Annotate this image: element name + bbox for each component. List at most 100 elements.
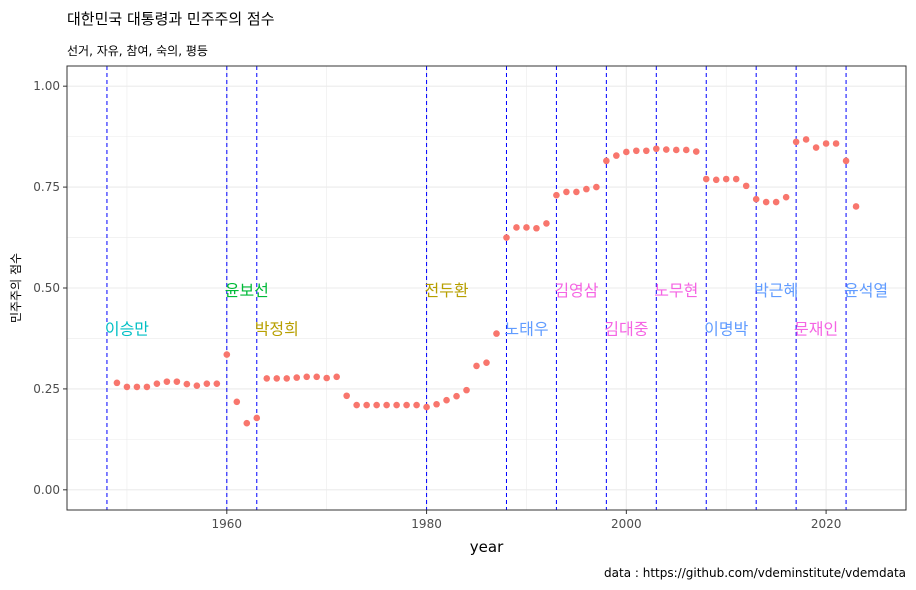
data-point bbox=[163, 378, 171, 385]
president-label: 이승만 bbox=[105, 319, 149, 338]
x-tick-label: 2000 bbox=[611, 517, 642, 531]
y-axis-label: 민주주의 점수 bbox=[9, 253, 23, 323]
data-point bbox=[193, 382, 201, 389]
data-point bbox=[283, 375, 291, 382]
data-point bbox=[333, 373, 340, 381]
data-point bbox=[832, 140, 840, 147]
data-point bbox=[403, 401, 410, 409]
data-point bbox=[113, 379, 121, 387]
data-point bbox=[353, 401, 360, 409]
president-label: 박근혜 bbox=[754, 281, 798, 300]
data-point bbox=[293, 374, 301, 381]
data-point bbox=[772, 198, 780, 206]
y-tick-label: 0.50 bbox=[33, 281, 60, 295]
data-point bbox=[603, 157, 610, 165]
data-point bbox=[682, 146, 690, 154]
data-point bbox=[712, 176, 720, 184]
data-point bbox=[652, 145, 660, 153]
data-point bbox=[672, 146, 680, 154]
data-point bbox=[423, 403, 430, 411]
president-label: 윤석열 bbox=[844, 281, 888, 300]
data-point bbox=[702, 175, 710, 183]
data-point bbox=[503, 234, 510, 241]
y-tick-label: 1.00 bbox=[33, 79, 60, 93]
data-point bbox=[433, 400, 440, 408]
data-point bbox=[662, 146, 670, 153]
data-point bbox=[523, 224, 530, 231]
data-point bbox=[742, 182, 750, 190]
data-point bbox=[203, 380, 211, 387]
x-axis-label: year bbox=[470, 538, 504, 556]
y-tick-label: 0.75 bbox=[33, 180, 60, 194]
data-point bbox=[253, 414, 261, 422]
data-point bbox=[722, 175, 730, 183]
data-point bbox=[583, 185, 590, 193]
data-point bbox=[613, 152, 620, 159]
president-label: 윤보선 bbox=[225, 281, 269, 300]
data-point bbox=[303, 373, 311, 381]
president-label: 전두환 bbox=[424, 281, 468, 300]
data-point bbox=[692, 148, 700, 155]
y-tick-label: 0.00 bbox=[33, 483, 60, 497]
president-label: 노무현 bbox=[654, 281, 698, 300]
president-label: 이명박 bbox=[704, 319, 748, 338]
data-point bbox=[453, 392, 460, 400]
data-point bbox=[842, 157, 850, 165]
data-point bbox=[233, 398, 241, 406]
data-point bbox=[153, 380, 161, 387]
data-point bbox=[513, 224, 520, 231]
data-point bbox=[822, 140, 830, 147]
president-label: 김대중 bbox=[604, 319, 648, 338]
data-point bbox=[633, 147, 640, 155]
data-point bbox=[173, 378, 181, 385]
data-point bbox=[183, 380, 191, 388]
data-point bbox=[373, 401, 380, 409]
data-point bbox=[443, 396, 450, 404]
data-point bbox=[732, 175, 740, 183]
data-source-caption: data : https://github.com/vdeminstitute/… bbox=[604, 566, 906, 580]
data-point bbox=[752, 195, 760, 203]
chart-title: 대한민국 대통령과 민주주의 점수 bbox=[67, 10, 275, 28]
y-axis-ticks: 0.00 0.25 0.50 0.75 1.00 bbox=[33, 79, 67, 497]
data-point bbox=[473, 362, 480, 370]
president-label: 김영삼 bbox=[554, 281, 598, 300]
data-point bbox=[483, 359, 490, 366]
chart-subtitle: 선거, 자유, 참여, 숙의, 평등 bbox=[67, 44, 208, 58]
data-point bbox=[273, 375, 281, 382]
data-point bbox=[363, 401, 370, 409]
data-point bbox=[413, 401, 420, 409]
data-point bbox=[313, 373, 321, 381]
data-point bbox=[593, 183, 600, 191]
data-point bbox=[792, 138, 800, 146]
data-point bbox=[223, 351, 231, 358]
data-point bbox=[143, 383, 151, 391]
data-point bbox=[343, 392, 350, 400]
x-tick-label: 1980 bbox=[411, 517, 442, 531]
data-point bbox=[263, 375, 271, 382]
data-point bbox=[782, 193, 790, 201]
president-label: 박정희 bbox=[255, 319, 299, 338]
data-point bbox=[812, 144, 820, 151]
x-axis-ticks: 1960 1980 2000 2020 bbox=[212, 510, 842, 531]
data-point bbox=[573, 188, 580, 196]
data-point bbox=[762, 198, 770, 206]
y-tick-label: 0.25 bbox=[33, 382, 60, 396]
data-point bbox=[463, 386, 470, 394]
data-point bbox=[553, 191, 560, 199]
x-tick-label: 2020 bbox=[811, 517, 842, 531]
x-tick-label: 1960 bbox=[212, 517, 243, 531]
data-points bbox=[113, 136, 860, 427]
data-point bbox=[323, 374, 330, 382]
data-point bbox=[533, 224, 540, 232]
data-point bbox=[852, 203, 860, 210]
data-point bbox=[383, 401, 390, 409]
president-label: 노태우 bbox=[504, 319, 548, 338]
data-point bbox=[133, 383, 141, 391]
data-point bbox=[802, 136, 810, 143]
minor-gridlines bbox=[67, 66, 906, 510]
data-point bbox=[643, 147, 650, 155]
president-label: 문재인 bbox=[794, 319, 838, 338]
data-point bbox=[623, 148, 630, 156]
